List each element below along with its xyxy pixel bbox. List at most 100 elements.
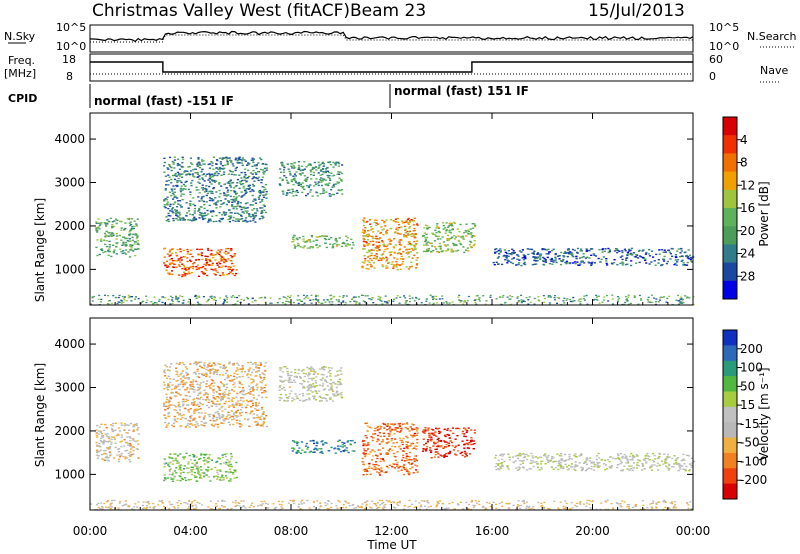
echo-cell — [398, 243, 401, 245]
echo-cell — [379, 452, 382, 455]
echo-cell — [437, 456, 440, 458]
echo-cell — [386, 423, 390, 425]
echo-cell — [441, 295, 444, 297]
echo-cell — [126, 218, 129, 220]
echo-cell — [162, 370, 166, 373]
echo-cell — [244, 219, 247, 221]
echo-cell — [201, 184, 204, 186]
echo-cell — [299, 399, 302, 401]
echo-cell — [226, 301, 229, 303]
echo-cell — [111, 221, 114, 223]
echo-cell — [557, 255, 560, 257]
echo-cell — [165, 220, 168, 222]
echo-cell — [322, 165, 325, 167]
echo-cell — [223, 261, 226, 264]
echo-cell — [315, 166, 318, 168]
echo-cell — [446, 433, 449, 436]
echo-cell — [227, 418, 230, 420]
echo-cell — [197, 210, 200, 212]
echo-cell — [167, 272, 170, 274]
echo-cell — [378, 244, 381, 247]
echo-cell — [193, 389, 196, 391]
echo-cell — [120, 220, 123, 223]
echo-cell — [248, 425, 251, 427]
echo-cell — [125, 300, 128, 302]
echo-cell — [229, 266, 233, 268]
echo-cell — [443, 441, 447, 443]
echo-cell — [512, 252, 515, 254]
echo-cell — [330, 236, 333, 239]
echo-cell — [248, 385, 251, 387]
echo-cell — [232, 216, 235, 219]
echo-cell — [421, 430, 425, 433]
echo-cell — [260, 415, 263, 417]
echo-cell — [171, 297, 174, 299]
echo-cell — [563, 252, 566, 254]
echo-cell — [381, 257, 384, 259]
echo-cell — [257, 171, 260, 173]
echo-cell — [103, 440, 106, 442]
echo-cell — [105, 224, 108, 227]
echo-cell — [394, 459, 397, 461]
echo-cell — [128, 454, 131, 457]
echo-cell — [452, 250, 455, 252]
echo-cell — [186, 373, 189, 376]
echo-cell — [363, 470, 367, 472]
echo-cell — [134, 241, 137, 243]
echo-cell — [195, 408, 198, 410]
echo-cell — [216, 262, 219, 264]
echo-cell — [666, 260, 669, 263]
echo-cell — [685, 254, 688, 257]
echo-cell — [290, 180, 293, 183]
echo-cell — [659, 264, 663, 267]
echo-cell — [581, 467, 584, 469]
echo-cell — [329, 383, 333, 385]
echo-cell — [231, 380, 234, 382]
echo-cell — [290, 374, 293, 377]
echo-cell — [584, 257, 587, 259]
echo-cell — [310, 377, 313, 380]
echo-cell — [216, 410, 219, 413]
echo-cell — [175, 409, 178, 412]
echo-cell — [336, 370, 339, 373]
echo-cell — [130, 248, 133, 250]
echo-cell — [311, 367, 314, 370]
echo-cell — [209, 387, 212, 389]
echo-cell — [182, 456, 185, 458]
echo-cell — [568, 298, 571, 301]
echo-cell — [212, 299, 215, 301]
echo-cell — [344, 449, 347, 451]
echo-cell — [233, 274, 236, 277]
echo-cell — [435, 435, 438, 437]
echo-cell — [119, 456, 122, 458]
echo-cell — [98, 222, 101, 224]
echo-cell — [353, 450, 356, 452]
echo-cell — [130, 246, 133, 248]
echo-cell — [247, 370, 250, 373]
echo-cell — [163, 199, 166, 201]
echo-cell — [248, 369, 251, 371]
echo-cell — [252, 381, 255, 383]
echo-cell — [195, 268, 198, 271]
echo-cell — [232, 268, 235, 271]
echo-cell — [321, 377, 324, 379]
echo-cell — [316, 373, 320, 375]
echo-cell — [328, 238, 331, 240]
echo-cell — [179, 257, 182, 260]
echo-cell — [638, 261, 641, 264]
echo-cell — [232, 187, 236, 189]
echo-cell — [376, 429, 379, 432]
echo-cell — [410, 219, 413, 221]
echo-cell — [293, 398, 296, 401]
echo-cell — [227, 201, 231, 203]
echo-cell — [194, 294, 197, 297]
echo-cell — [109, 234, 112, 236]
echo-cell — [489, 296, 492, 298]
echo-cell — [407, 243, 410, 245]
echo-cell — [221, 414, 224, 416]
echo-cell — [176, 454, 180, 457]
echo-cell — [394, 423, 397, 425]
y-tick-label: 2000 — [54, 219, 85, 233]
echo-cell — [316, 239, 319, 241]
echo-cell — [630, 252, 633, 255]
